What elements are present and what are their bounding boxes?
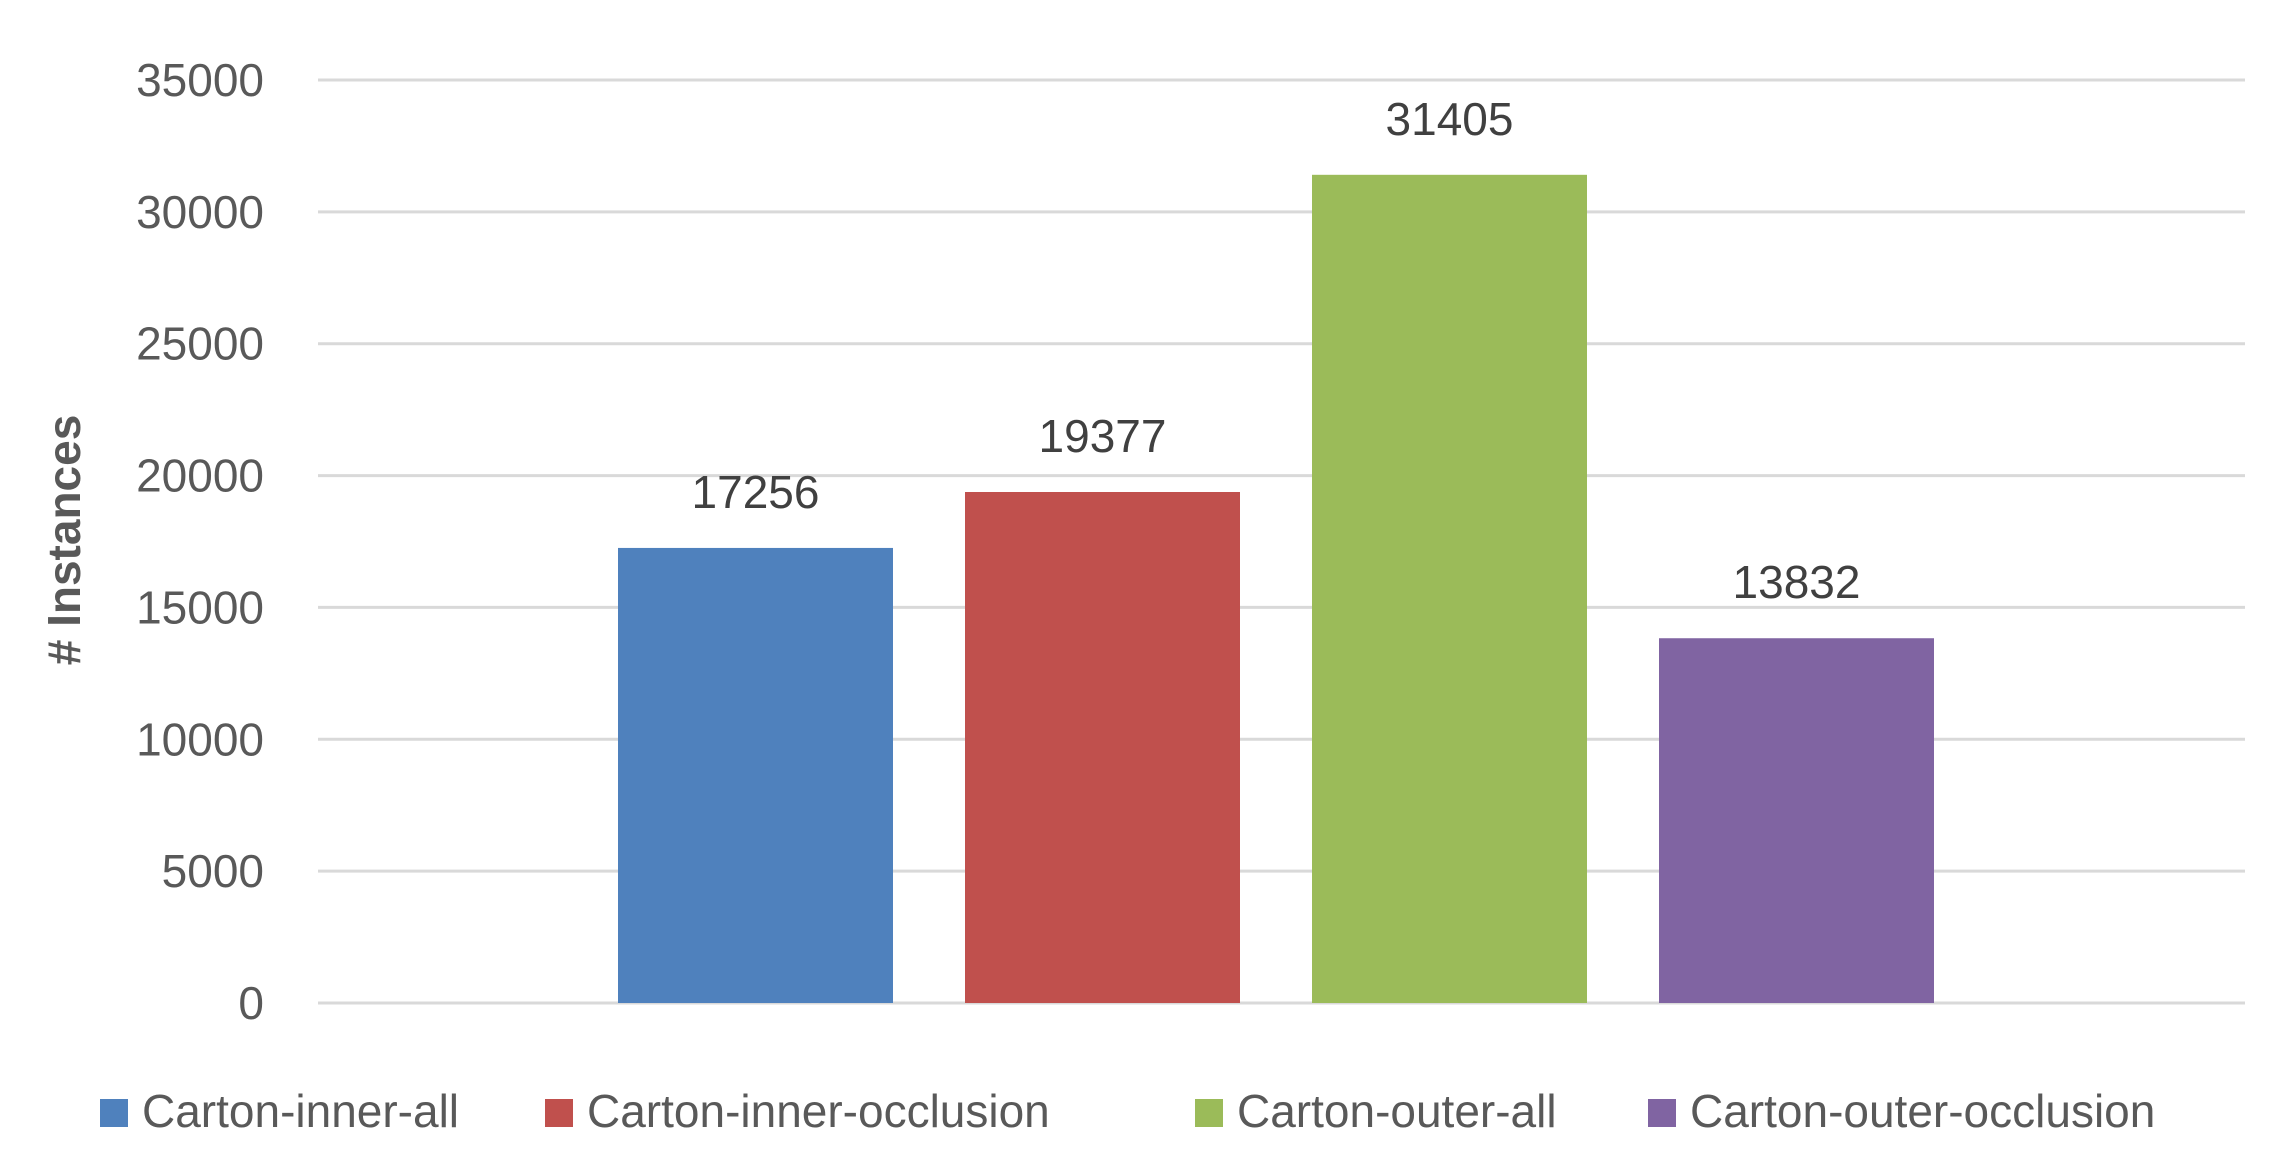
bar-carton-outer-occlusion xyxy=(1659,638,1934,1003)
y-tick-label: 0 xyxy=(238,977,264,1029)
y-tick-label: 25000 xyxy=(136,318,264,370)
y-axis-title: # Instances xyxy=(38,415,90,666)
legend-label: Carton-outer-occlusion xyxy=(1690,1085,2155,1137)
legend-swatch xyxy=(1648,1099,1676,1127)
legend-item: Carton-outer-occlusion xyxy=(1648,1085,2155,1137)
y-tick-label: 35000 xyxy=(136,54,264,106)
bar-carton-inner-occlusion xyxy=(965,492,1240,1003)
data-label: 13832 xyxy=(1733,556,1861,608)
data-label: 19377 xyxy=(1039,410,1167,462)
legend: Carton-inner-all Carton-inner-occlusion Ca… xyxy=(100,1085,2155,1137)
y-tick-label: 15000 xyxy=(136,581,264,633)
y-tick-label: 5000 xyxy=(162,845,264,897)
legend-swatch xyxy=(100,1099,128,1127)
legend-item: Carton-inner-all xyxy=(100,1085,459,1137)
y-axis-ticks: 0 5000 10000 15000 20000 25000 30000 35000 xyxy=(136,54,264,1029)
y-tick-label: 20000 xyxy=(136,450,264,502)
legend-swatch xyxy=(545,1099,573,1127)
legend-label: Carton-outer-all xyxy=(1237,1085,1557,1137)
data-label: 31405 xyxy=(1386,93,1514,145)
legend-label: Carton-inner-occlusion xyxy=(587,1085,1050,1137)
data-label: 17256 xyxy=(692,466,820,518)
legend-item: Carton-outer-all xyxy=(1195,1085,1557,1137)
legend-item: Carton-inner-occlusion xyxy=(545,1085,1050,1137)
legend-label: Carton-inner-all xyxy=(142,1085,459,1137)
data-labels: 17256 19377 31405 13832 xyxy=(692,93,1861,608)
gridlines xyxy=(318,78,2245,1005)
legend-swatch xyxy=(1195,1099,1223,1127)
y-tick-label: 10000 xyxy=(136,713,264,765)
bar-carton-inner-all xyxy=(618,547,893,1003)
y-tick-label: 30000 xyxy=(136,186,264,238)
bars xyxy=(618,174,1934,1003)
bar-carton-outer-all xyxy=(1312,174,1587,1003)
